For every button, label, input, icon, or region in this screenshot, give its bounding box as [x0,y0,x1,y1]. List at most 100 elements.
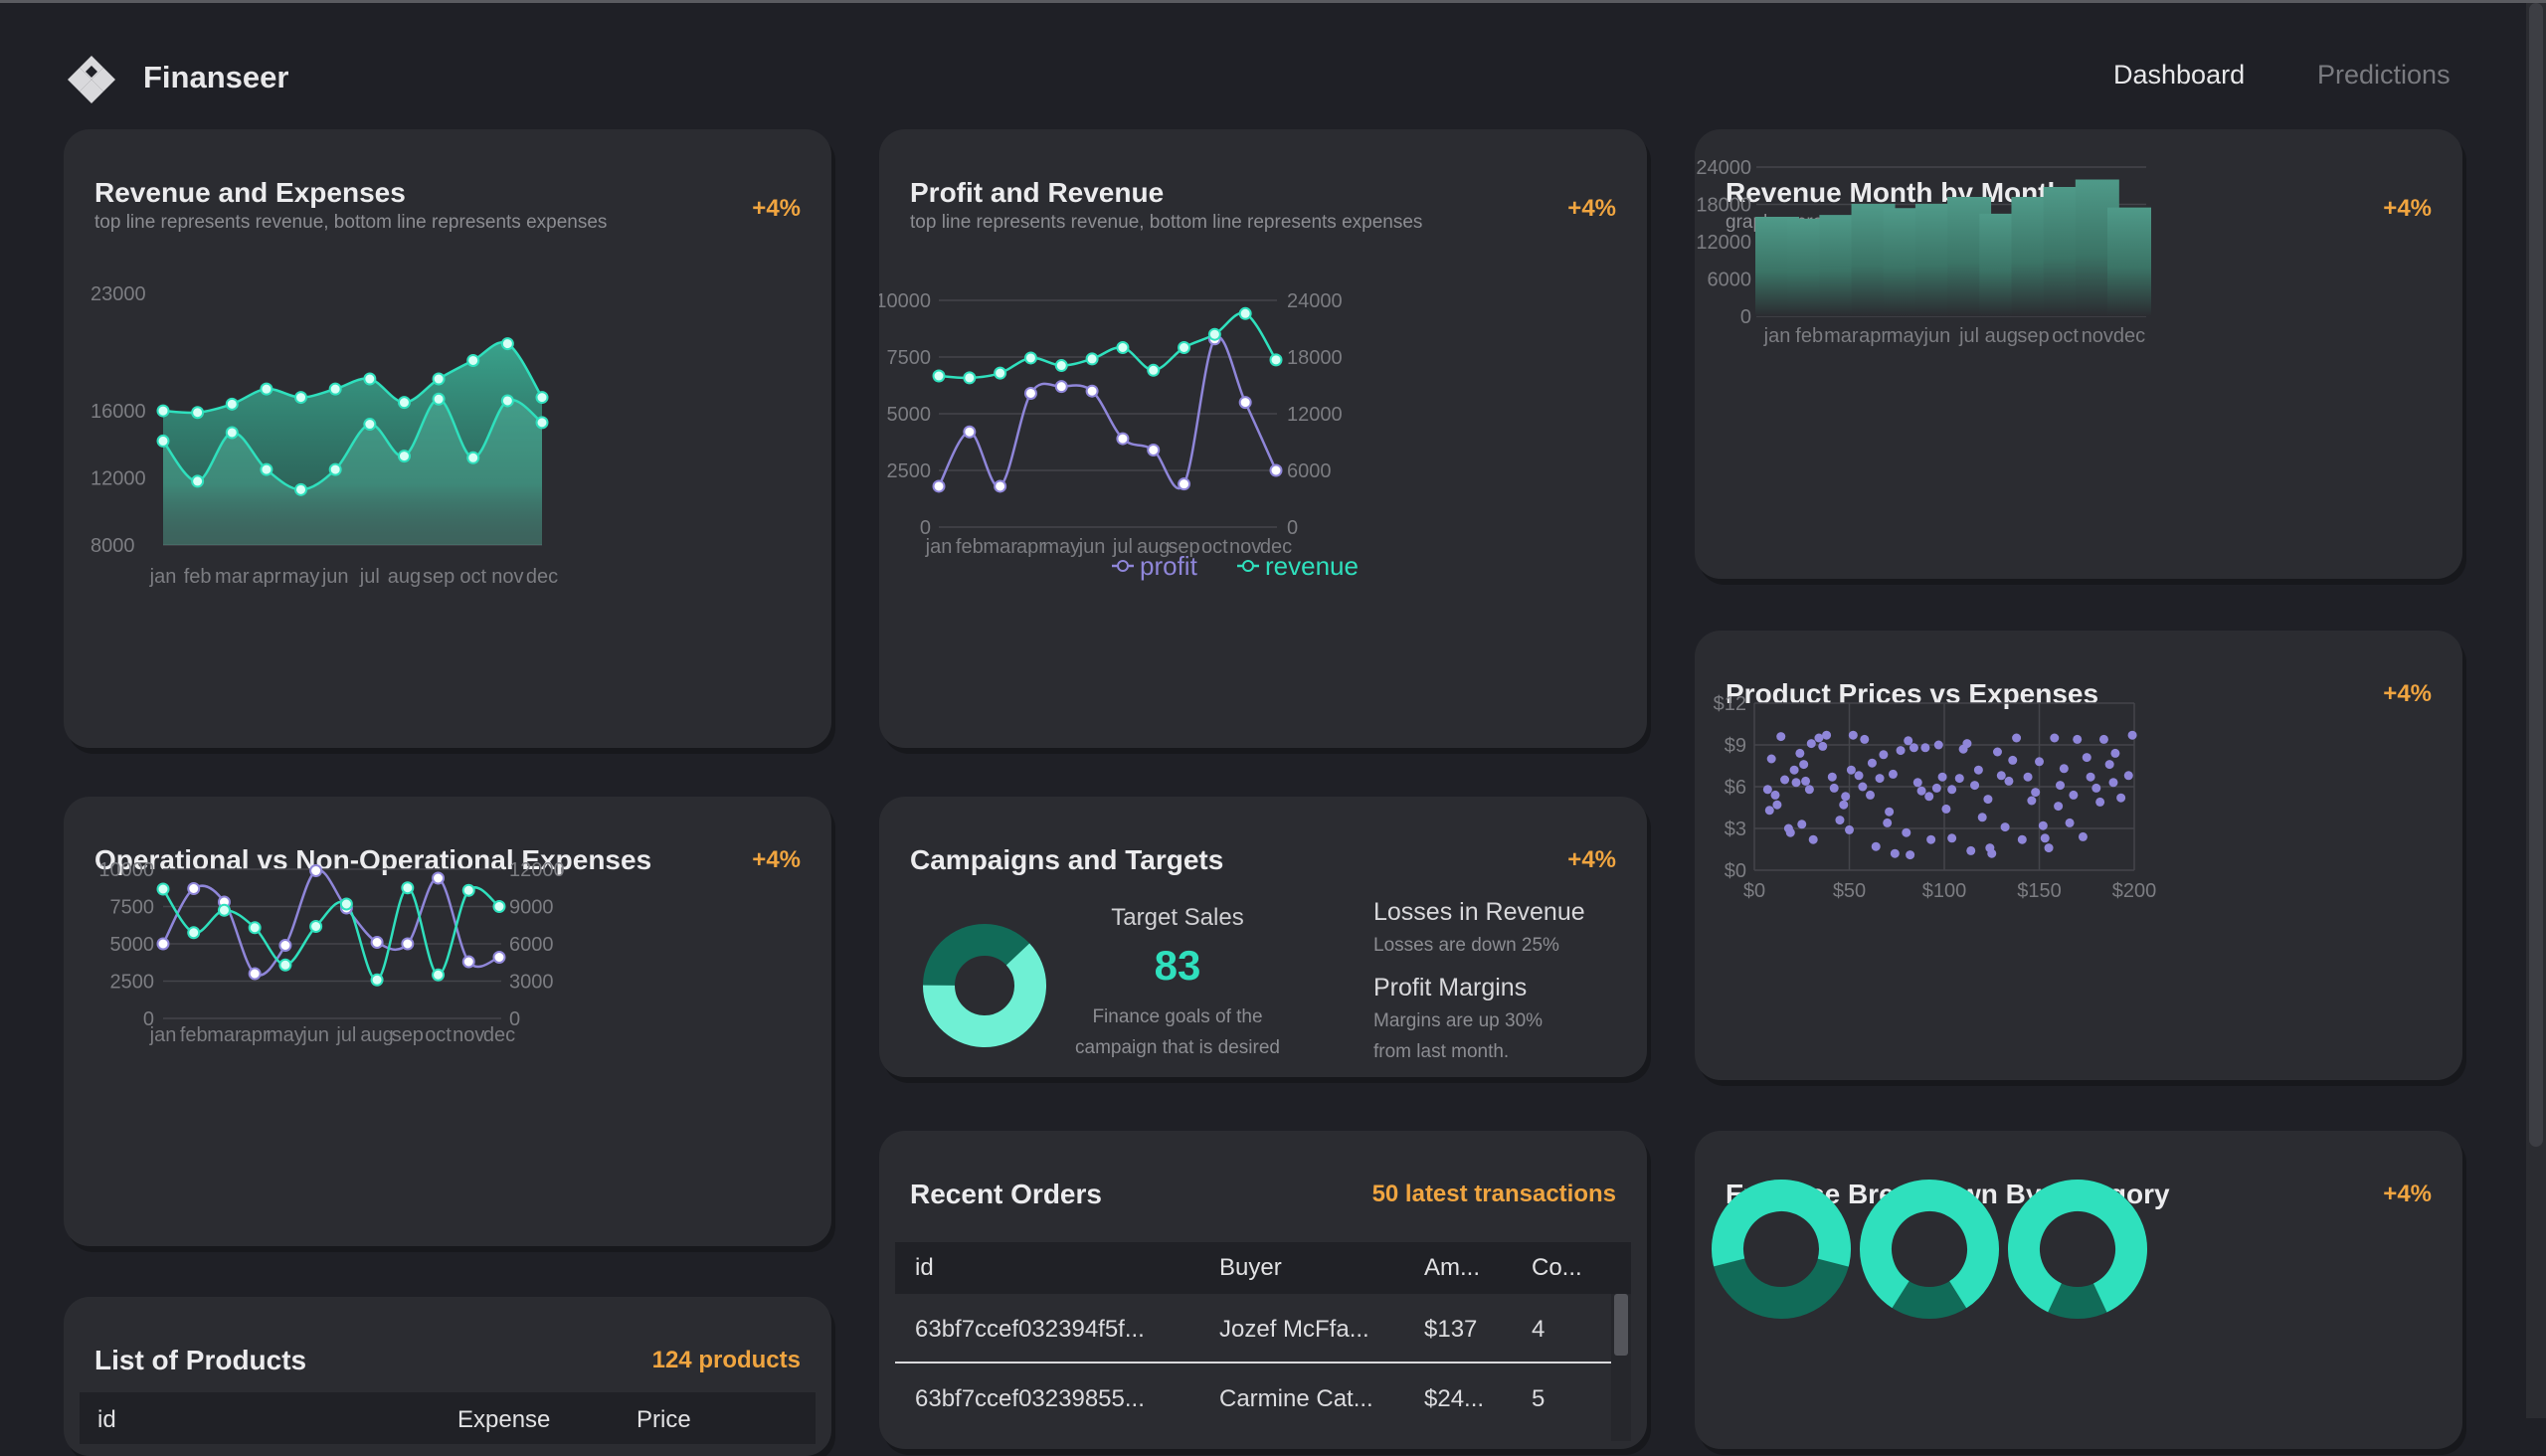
card-title: Revenue Month by Month [1726,177,2065,208]
x-tick-label: $200 [2112,880,2157,902]
card-title: List of Products [94,1345,307,1375]
y-tick-label: 12000 [1696,232,1751,254]
scatter-point [2054,802,2064,812]
products-table[interactable]: id Expense Price [80,1392,816,1452]
non-operational-point [278,939,292,952]
revenue-point [397,396,411,410]
scatter-point [2095,797,2105,807]
column-expense[interactable]: Expense [457,1406,551,1433]
non-operational-point [309,864,323,877]
card-title: Profit and Revenue [910,177,1165,208]
orders-table-header: id Buyer Am... Co... [895,1242,1631,1294]
operational-card: Operational vs Non-Operational Expenses … [64,797,831,1246]
nav-dashboard[interactable]: Dashboard [2113,60,2246,90]
right-tick-label: 12000 [509,859,565,881]
left-tick-label: 5000 [887,404,932,426]
table-row[interactable]: 63bf7ccef032394f5f... Jozef McFfa... $13… [895,1294,1611,1364]
legend-profit-dot [1117,560,1129,572]
column-buyer[interactable]: Buyer [1219,1254,1282,1281]
y-tick-label: $3 [1725,819,1746,840]
scatter-point [1814,733,1824,743]
card-title: Recent Orders [910,1179,1102,1209]
revenue-point [1085,352,1099,366]
window-top-border [0,0,2546,3]
scatter-point [1764,806,1774,816]
column-id[interactable]: id [915,1254,934,1281]
right-tick-label: 6000 [509,934,554,956]
campaigns-card: Campaigns and Targets +4% Target Sales 8… [879,797,1647,1077]
order-buyer: Carmine Cat... [1219,1385,1373,1412]
profit-point [1238,396,1252,410]
x-tick-label: oct [1201,536,1228,558]
brand[interactable]: Finanseer [66,52,288,103]
losses-note: Losses are down 25% [1373,935,1559,956]
page-scrollbar-thumb[interactable] [2529,3,2543,1147]
scatter-point [1875,774,1885,784]
revenue-point [328,382,342,396]
expenses-point [294,482,308,496]
scatter-point [2073,734,2083,744]
orders-table-scrollbar[interactable] [1611,1294,1631,1441]
scatter-point [1973,765,1983,775]
right-tick-label: 0 [509,1008,520,1030]
operational-point [370,973,384,987]
orders-table-scrollbar-thumb[interactable] [1614,1294,1628,1356]
card-badge: +4% [2383,680,2432,707]
x-tick-label: apr [1859,325,1888,347]
x-tick-label: nov [453,1024,484,1046]
expenses-point [432,392,446,406]
expenses-point [156,434,170,448]
nav-predictions[interactable]: Predictions [2317,60,2451,90]
column-amount[interactable]: Am... [1424,1254,1481,1281]
right-tick-label: 9000 [509,897,554,919]
expenses-point [363,418,377,432]
left-tick-label: 10000 [879,290,931,312]
scatter-point [1902,827,1911,837]
scatter-point [1829,783,1839,793]
column-id[interactable]: id [97,1406,116,1433]
non-operational-line [161,868,500,977]
scatter-point [1791,778,1801,788]
scatter-point [1766,754,1776,764]
x-tick-label: jan [1763,325,1791,347]
page-scrollbar[interactable] [2526,3,2546,1418]
x-tick-label: aug [388,566,421,588]
orders-table[interactable]: id Buyer Am... Co... 63bf7ccef032394f5f.… [895,1242,1631,1441]
card-title: Campaigns and Targets [910,844,1224,875]
revenue-point [156,404,170,418]
expenses-point [466,451,480,464]
left-tick-label: 7500 [110,897,155,919]
left-tick-label: 7500 [887,347,932,369]
y-tick-label: 8000 [91,535,135,557]
revenue-point [963,371,977,385]
card-badge: +4% [1567,195,1616,222]
revenue-point [432,372,446,386]
card-subtitle: top line represents revenue, bottom line… [910,212,1423,233]
table-row[interactable]: 63bf7ccef03239855... Carmine Cat... $24.… [895,1364,1611,1431]
scatter-point [1888,769,1898,779]
x-tick-label: jul [335,1024,356,1046]
column-count[interactable]: Co... [1532,1254,1582,1281]
left-tick-label: 2500 [110,972,155,994]
scatter-point [1871,841,1881,851]
column-price[interactable]: Price [636,1406,691,1433]
card-badge: 50 latest transactions [1371,1181,1616,1207]
right-tick-label: 0 [1287,517,1298,539]
x-tick-label: sep [1168,536,1199,558]
x-tick-label: jan [925,536,953,558]
logo-icon [68,56,115,103]
expenses-point [397,450,411,463]
legend-profit-label: profit [1140,551,1198,581]
x-tick-label: dec [483,1024,515,1046]
expense-breakdown-card: Expense Breakdown By Category +4% [1695,1131,2462,1449]
x-tick-label: mar [1824,325,1859,347]
x-tick-label: nov [491,566,523,588]
x-tick-label: apr [252,566,280,588]
x-tick-label: feb [956,536,984,558]
x-tick-label: sep [2017,325,2049,347]
scatter-point [1839,800,1849,810]
scatter-point [1808,834,1818,844]
x-tick-label: mar [215,566,250,588]
orders-card: Recent Orders 50 latest transactions id … [879,1131,1647,1449]
x-tick-label: dec [1260,536,1292,558]
